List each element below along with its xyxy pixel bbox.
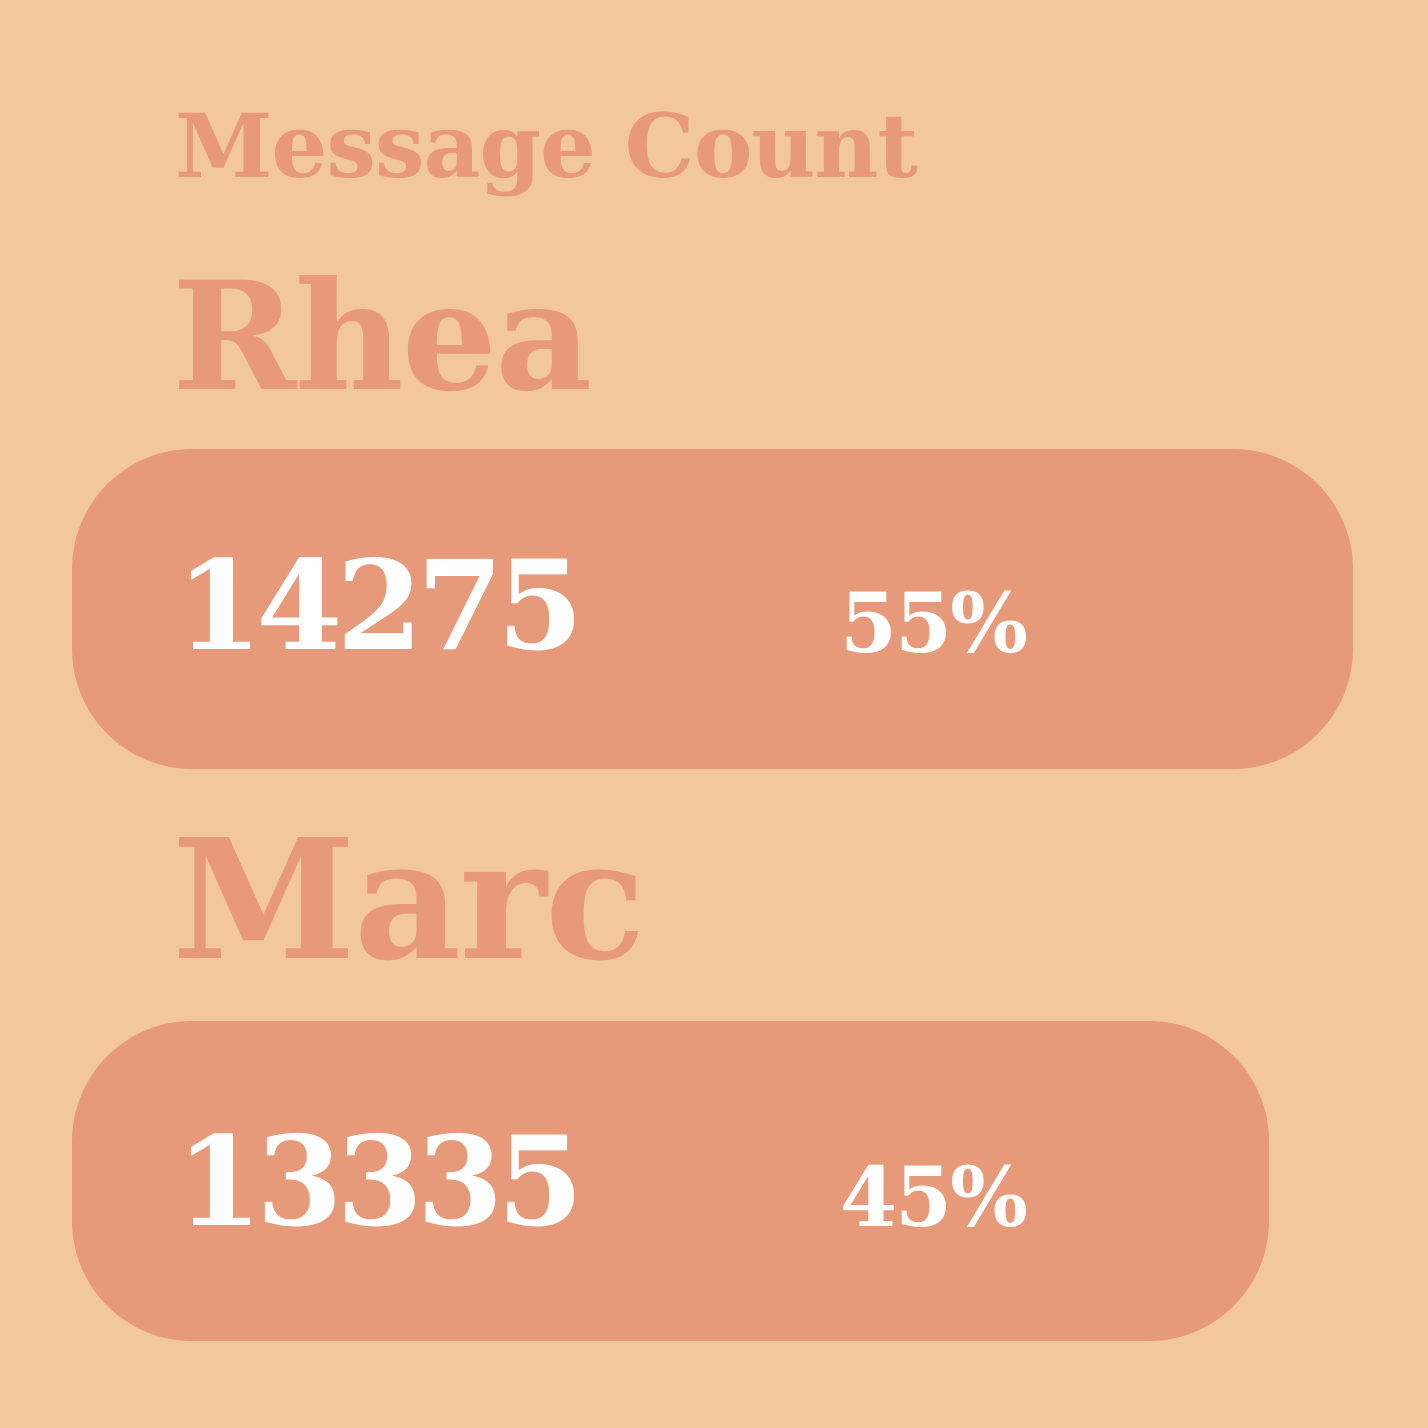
percent-label-marc: 45% (840, 1150, 1028, 1246)
bar-rhea: 14275 55% (72, 449, 1353, 769)
chart-title: Message Count (175, 94, 918, 198)
category-label-rhea: Rhea (172, 249, 592, 425)
bar-marc: 13335 45% (72, 1021, 1269, 1341)
category-label-marc: Marc (172, 803, 646, 998)
value-label-marc: 13335 (176, 1110, 583, 1255)
value-label-rhea: 14275 (176, 534, 583, 679)
percent-label-rhea: 55% (840, 576, 1028, 672)
